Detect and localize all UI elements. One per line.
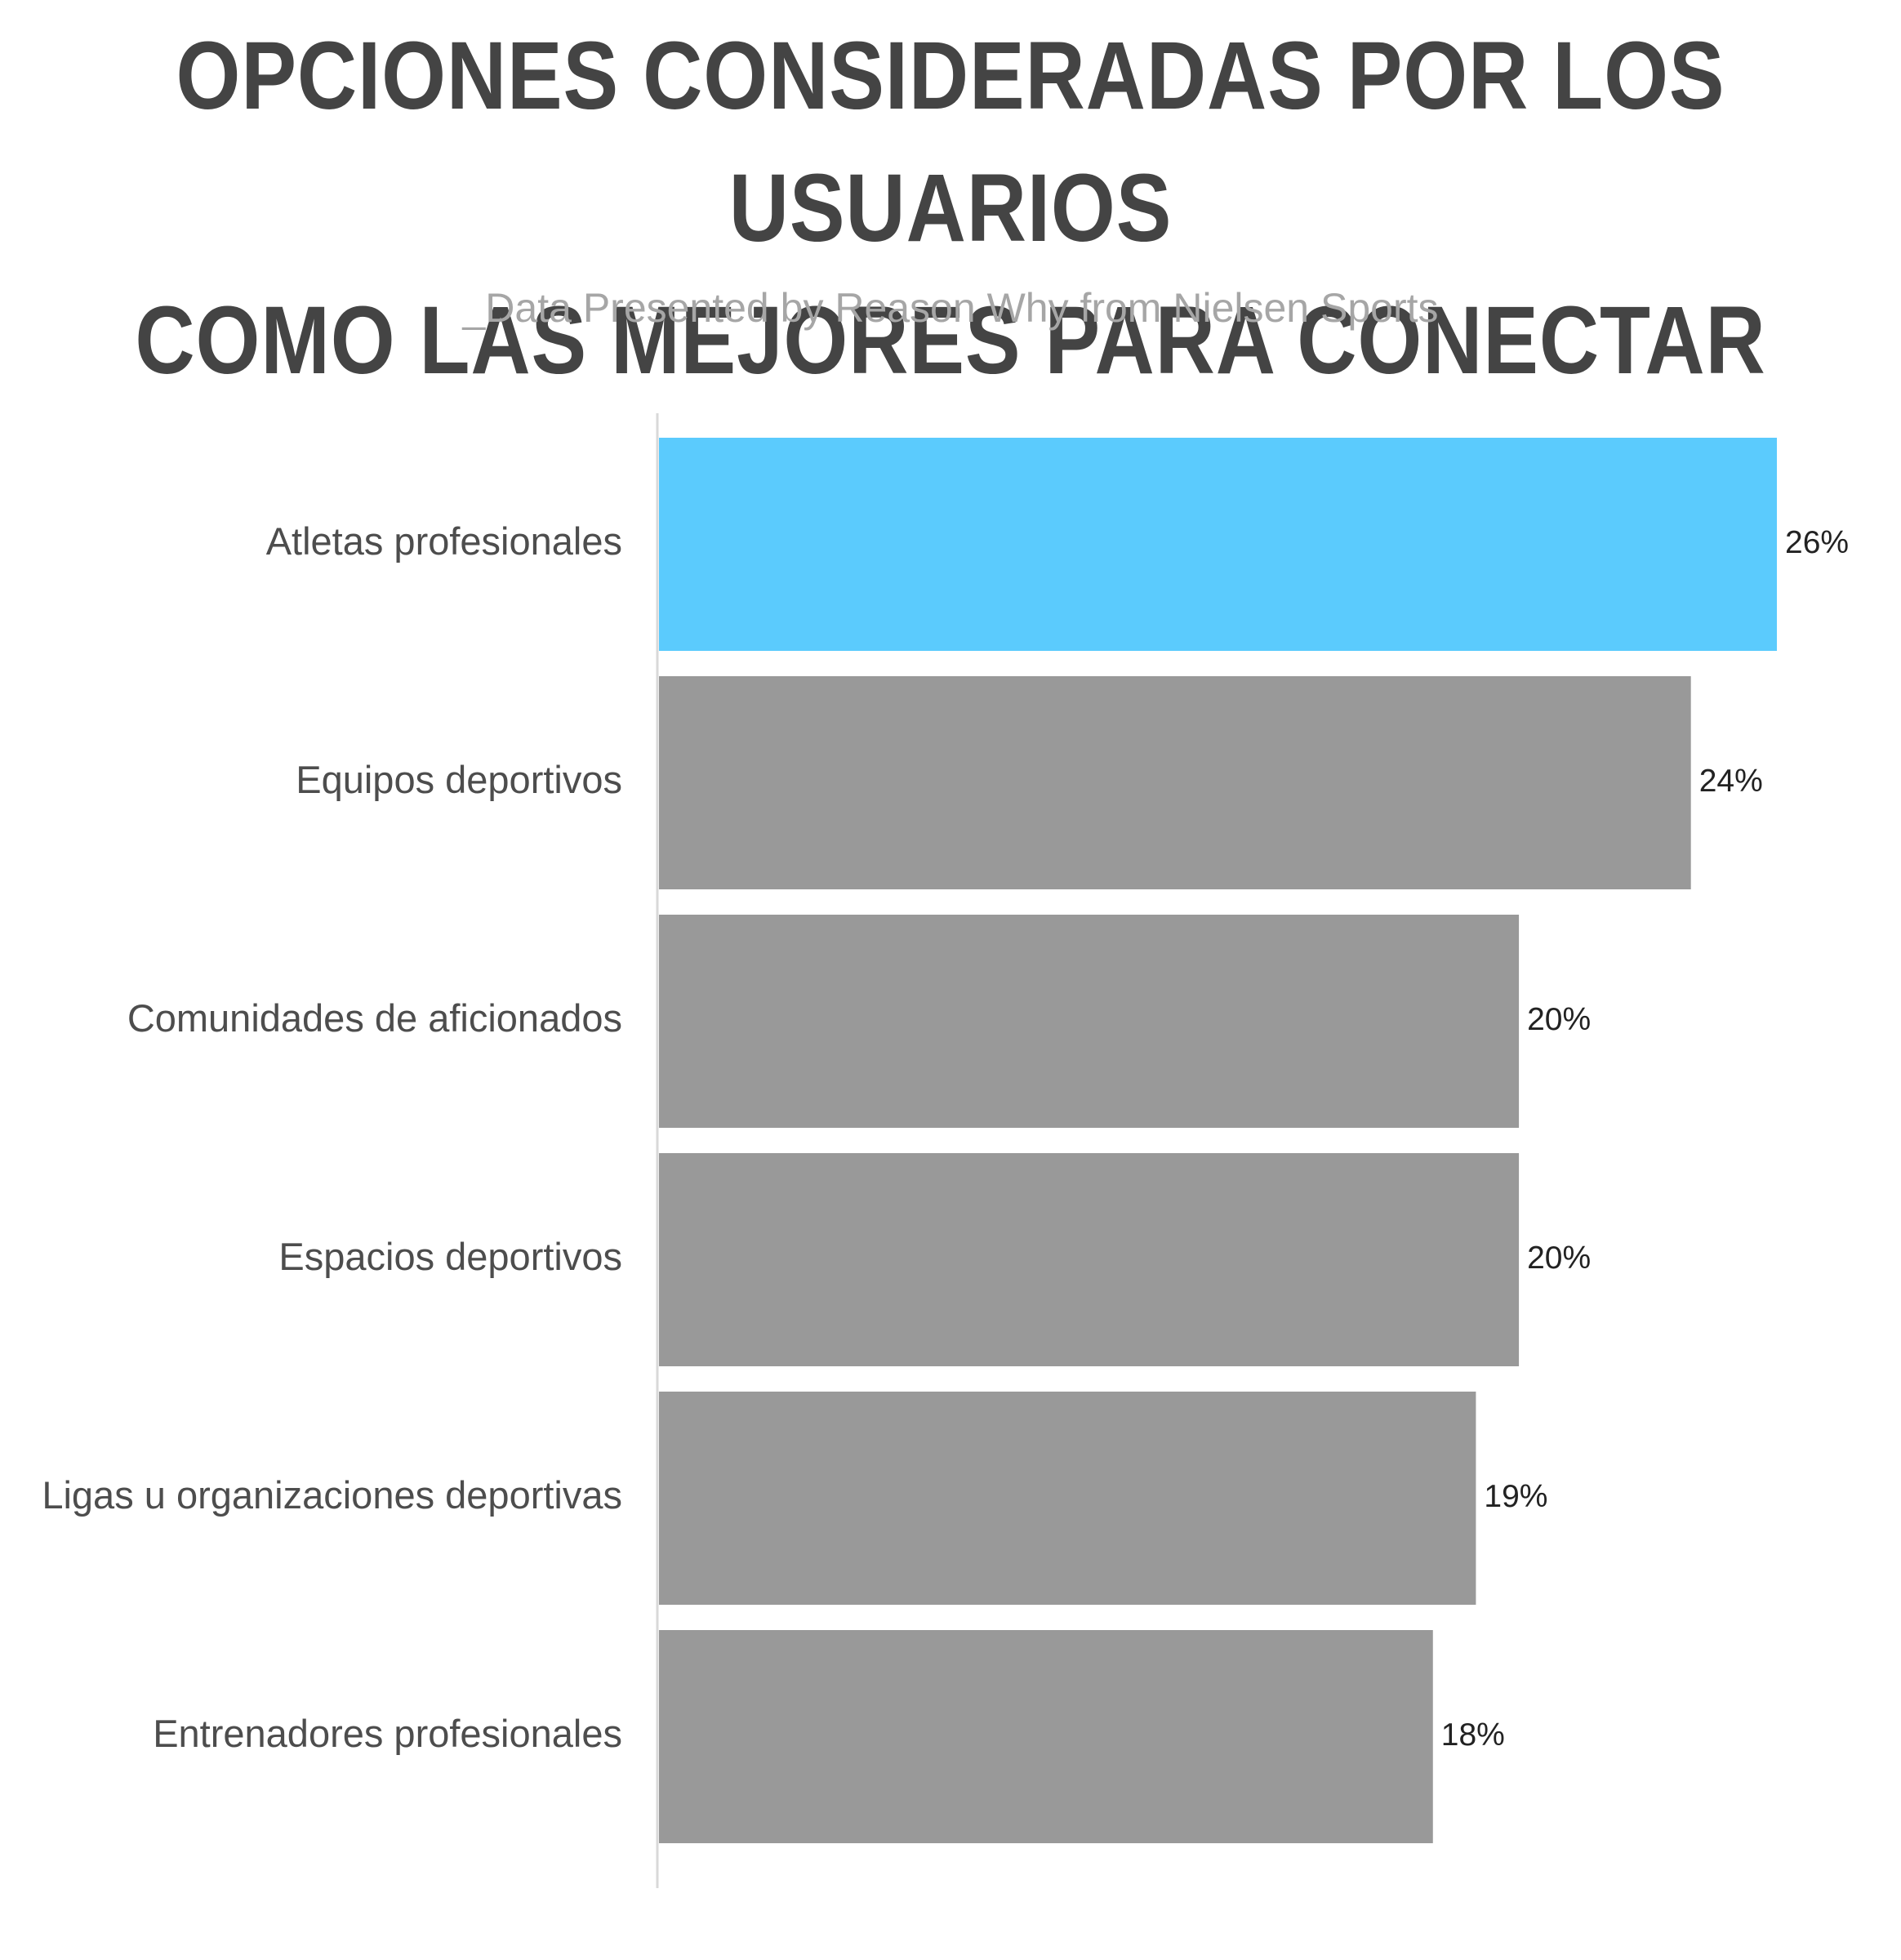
chart-title-line-1: OPCIONES CONSIDERADAS POR LOS USUARIOS (176, 22, 1725, 262)
chart-subtitle: _Data Presented by Reason Why from Niels… (462, 285, 1439, 331)
bar-6 (659, 1630, 1433, 1843)
category-label-5: Ligas u organizaciones deportivas (42, 1473, 622, 1517)
value-label-5: 19% (1484, 1479, 1547, 1514)
value-label-6: 18% (1441, 1717, 1505, 1753)
category-label-1: Atletas profesionales (266, 519, 622, 563)
category-label-2: Equipos deportivos (296, 758, 622, 801)
bar-3 (659, 915, 1520, 1128)
bar-5 (659, 1392, 1476, 1605)
bar-4 (659, 1153, 1520, 1366)
value-label-2: 24% (1699, 764, 1763, 799)
bar-2 (659, 676, 1691, 889)
category-label-3: Comunidades de aficionados (127, 996, 622, 1040)
value-label-1: 26% (1785, 525, 1849, 560)
value-label-4: 20% (1527, 1241, 1591, 1276)
value-label-3: 20% (1527, 1002, 1591, 1037)
bar-1 (659, 438, 1777, 651)
chart-title-line-2: COMO LAS MEJORES PARA CONECTAR (135, 287, 1766, 394)
category-label-4: Espacios deportivos (278, 1235, 622, 1278)
chart-title: OPCIONES CONSIDERADAS POR LOS USUARIOS C… (133, 10, 1768, 407)
category-label-6: Entrenadores profesionales (153, 1712, 622, 1755)
